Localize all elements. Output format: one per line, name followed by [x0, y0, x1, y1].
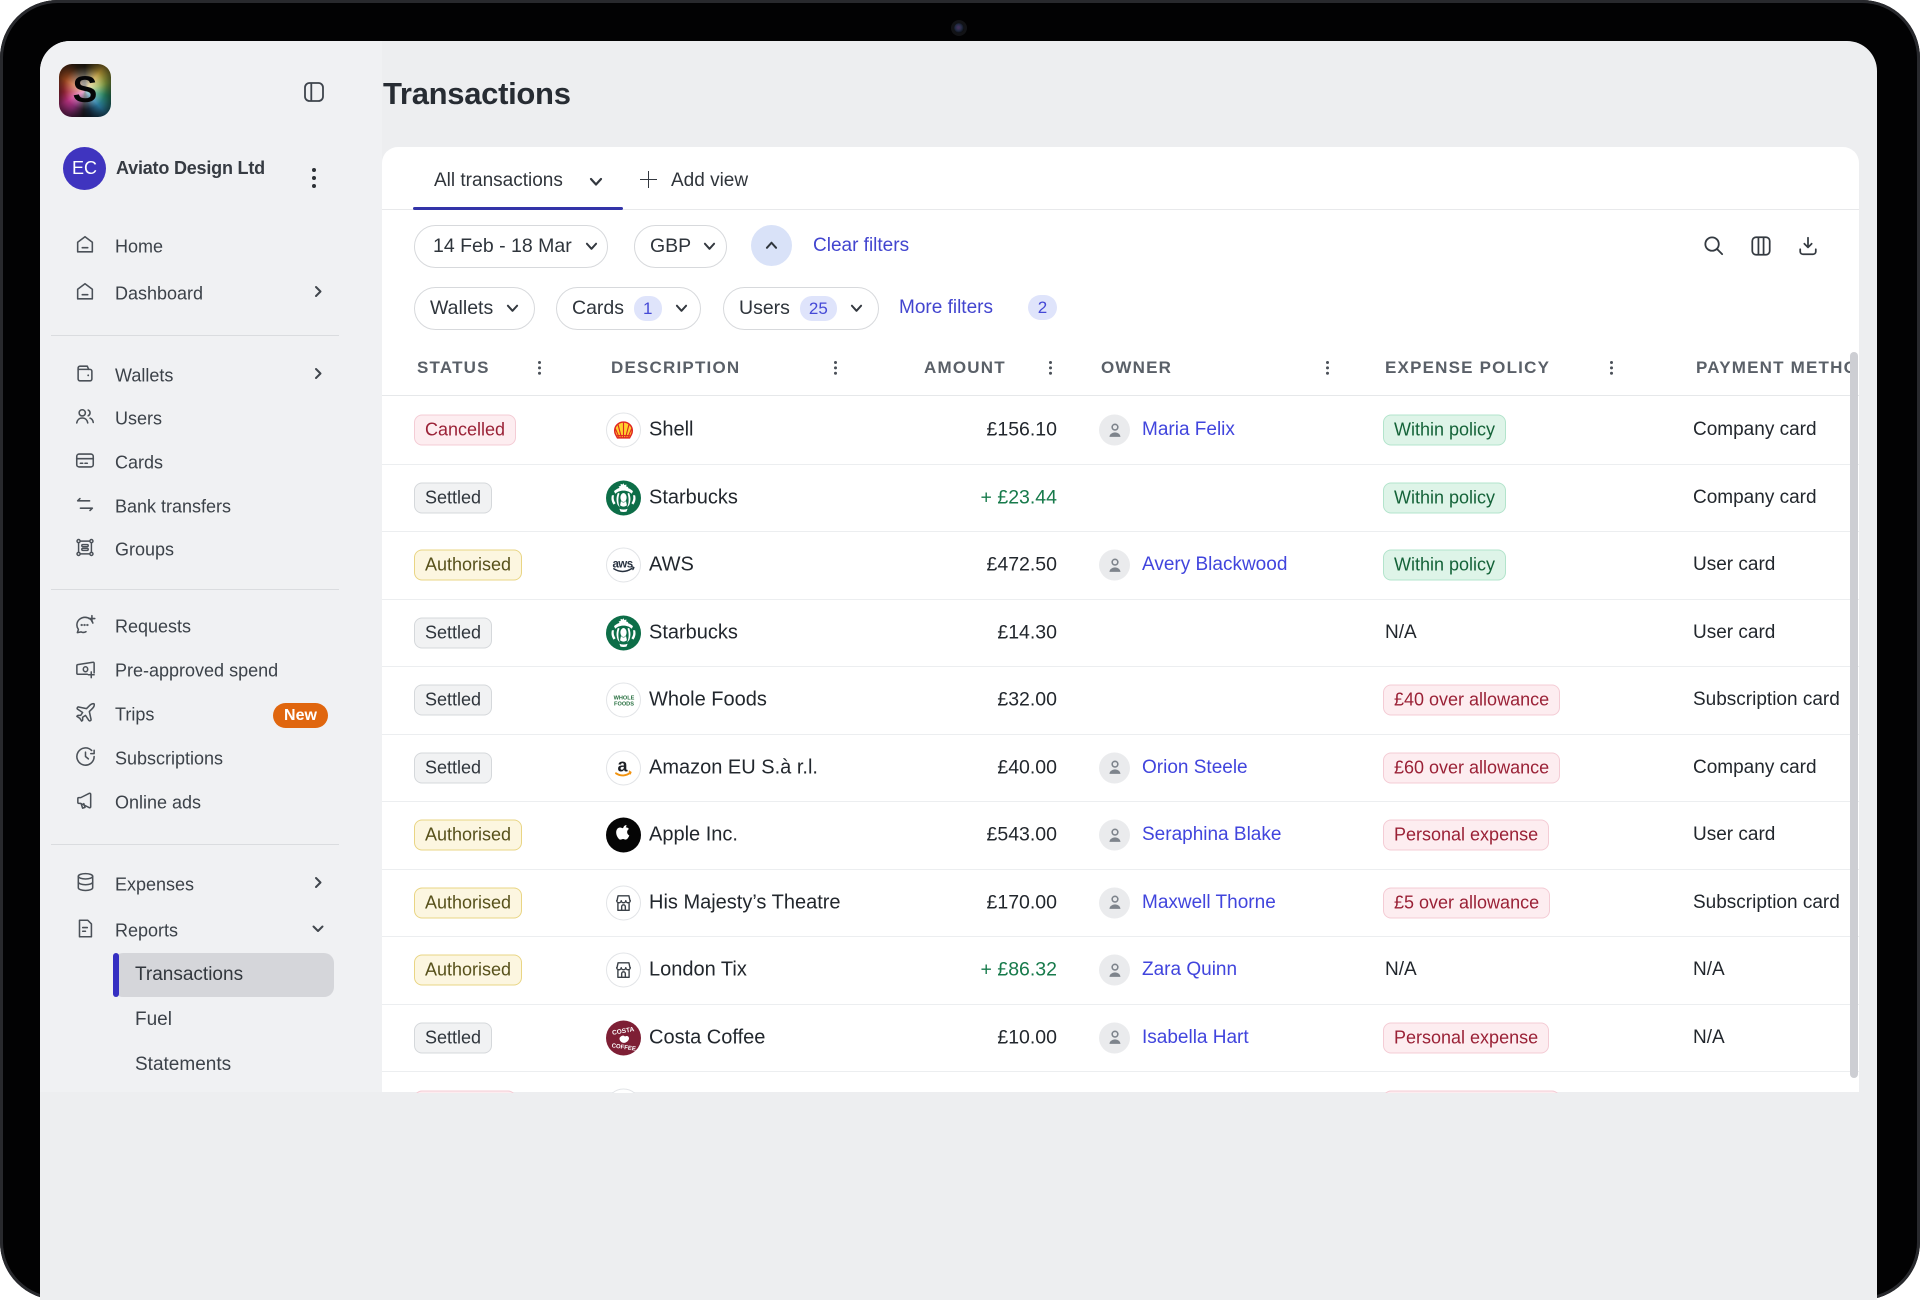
svg-text:FOODS: FOODS	[614, 701, 634, 707]
svg-text:COFFEE: COFFEE	[611, 1043, 636, 1052]
svg-text:aws: aws	[612, 558, 632, 570]
svg-text:WHOLE: WHOLE	[613, 695, 634, 701]
svg-text:a: a	[617, 757, 628, 776]
svg-text:COSTA: COSTA	[612, 1026, 635, 1037]
